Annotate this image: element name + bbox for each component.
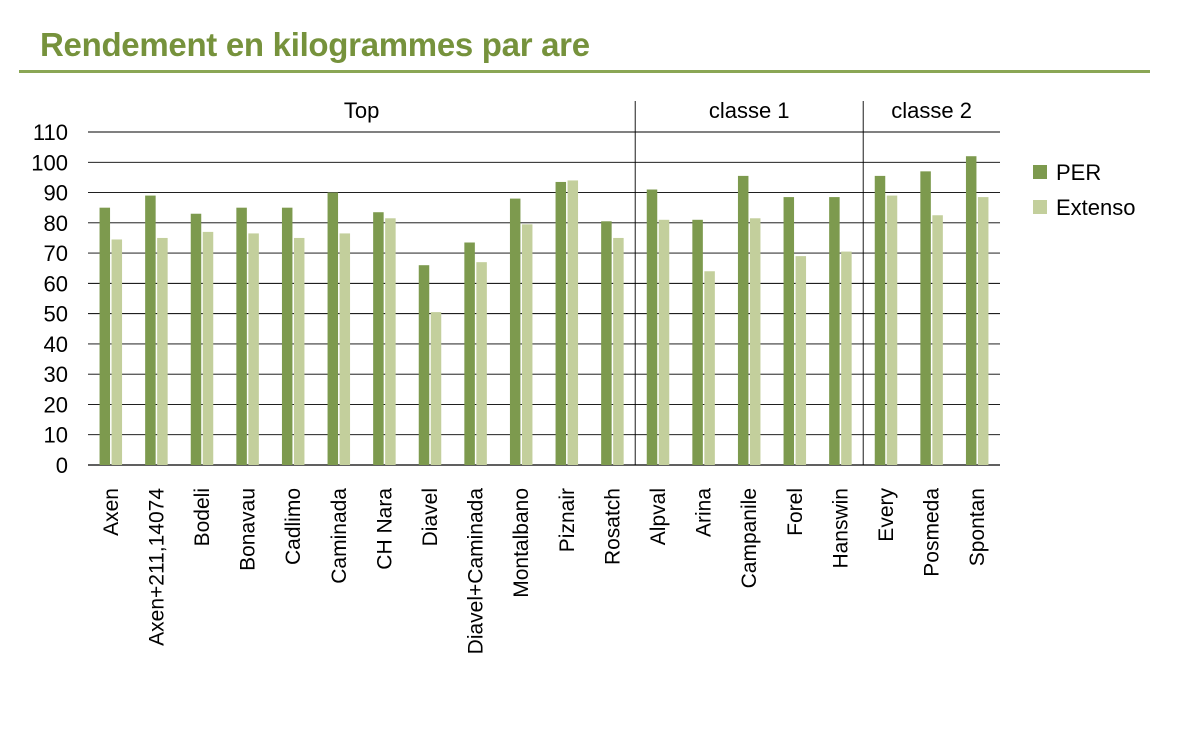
bar-per-16 [829, 197, 840, 465]
x-tick-label: Piznair [556, 488, 579, 552]
bar-per-15 [783, 197, 795, 465]
y-tick-label: 10 [44, 423, 68, 448]
bar-per-12 [646, 189, 658, 465]
group-label: classe 2 [891, 98, 972, 123]
x-tick-label: Campanile [738, 488, 761, 588]
bar-per-10 [555, 181, 567, 465]
x-tick-label: Bonavau [237, 488, 260, 571]
bar-per-9 [509, 198, 521, 465]
bar-per-19 [965, 156, 977, 465]
x-tick-label: Caminada [328, 488, 351, 584]
bar-per-14 [737, 175, 749, 466]
x-tick-label: Axen [100, 488, 123, 536]
bar-per-5 [327, 192, 339, 465]
x-tick-label: Diavel [419, 488, 442, 546]
x-tick-label: Axen+211,14074 [145, 488, 168, 646]
bar-extenso-6 [385, 218, 396, 465]
group-separators [634, 101, 864, 465]
bar-per-8 [464, 242, 475, 465]
group-label: classe 1 [709, 98, 790, 123]
y-tick-label: 50 [44, 302, 68, 327]
bar-extenso-8 [476, 262, 487, 465]
bar-extenso-4 [293, 237, 305, 465]
bar-per-0 [99, 207, 111, 465]
title-underline [19, 70, 1150, 73]
x-tick-label: Diavel+Caminada [465, 488, 488, 655]
bar-extenso-2 [202, 231, 214, 465]
bar-extenso-15 [795, 256, 807, 465]
y-tick-label: 20 [44, 392, 68, 417]
y-tick-label: 60 [44, 271, 68, 296]
x-tick-label: Every [875, 488, 898, 542]
legend-label: PER [1056, 160, 1101, 185]
legend: PER Extenso [1033, 160, 1136, 220]
y-tick-label: 30 [44, 362, 68, 387]
bar-per-6 [373, 212, 384, 465]
bar-per-4 [281, 207, 293, 465]
x-tick-label: Bodeli [191, 488, 214, 546]
y-tick-label: 0 [56, 453, 68, 478]
y-tick-label: 100 [31, 150, 68, 175]
x-tick-label: Forel [784, 488, 807, 536]
bar-extenso-3 [248, 233, 259, 465]
x-tick-label: CH Nara [373, 488, 396, 570]
bar-extenso-14 [749, 218, 761, 465]
legend-swatch-per [1033, 165, 1047, 179]
bar-per-18 [920, 171, 931, 465]
y-tick-label: 70 [44, 241, 68, 266]
bar-extenso-17 [886, 195, 898, 465]
group-label: Top [344, 98, 379, 123]
bar-extenso-18 [932, 215, 943, 465]
y-tick-label: 90 [44, 181, 68, 206]
y-tick-label: 40 [44, 332, 68, 357]
page-title: Rendement en kilogrammes par are [40, 26, 590, 63]
bar-per-11 [601, 221, 612, 465]
legend-label: Extenso [1056, 195, 1136, 220]
x-axis-labels: Axen Axen+211,14074 Bodeli Bonavau Cadlimo Ca… [100, 488, 989, 655]
bar-extenso-16 [841, 251, 852, 465]
bar-per-7 [418, 265, 430, 465]
y-axis-ticks: 0 10 20 30 40 50 60 70 80 90 100 110 [31, 120, 68, 478]
y-tick-label: 110 [33, 120, 68, 145]
x-tick-label: Cadlimo [282, 488, 305, 565]
bar-per-1 [145, 195, 156, 465]
x-tick-label: Arina [693, 488, 716, 537]
x-tick-label: Montalbano [510, 488, 533, 598]
bar-extenso-1 [157, 237, 168, 465]
bars [99, 156, 989, 466]
bar-extenso-12 [658, 219, 670, 465]
x-tick-label: Posmeda [921, 488, 944, 577]
x-tick-label: Hanswin [829, 488, 852, 569]
bar-per-13 [692, 219, 703, 465]
bar-extenso-10 [567, 180, 579, 465]
group-labels: Top classe 1 classe 2 [344, 98, 972, 123]
bar-extenso-7 [430, 312, 442, 465]
bar-extenso-0 [111, 239, 123, 465]
legend-swatch-extenso [1033, 200, 1047, 214]
bar-per-2 [190, 213, 202, 465]
bar-extenso-13 [704, 271, 715, 465]
bar-extenso-9 [521, 224, 533, 465]
bar-extenso-19 [977, 197, 989, 465]
bar-per-3 [236, 207, 247, 465]
x-tick-label: Alpval [647, 488, 670, 545]
bar-extenso-5 [339, 233, 351, 465]
bar-per-17 [874, 175, 886, 466]
y-tick-label: 80 [44, 211, 68, 236]
x-tick-label: Rosatch [601, 488, 624, 565]
x-tick-label: Spontan [966, 488, 989, 566]
bar-extenso-11 [613, 237, 624, 465]
